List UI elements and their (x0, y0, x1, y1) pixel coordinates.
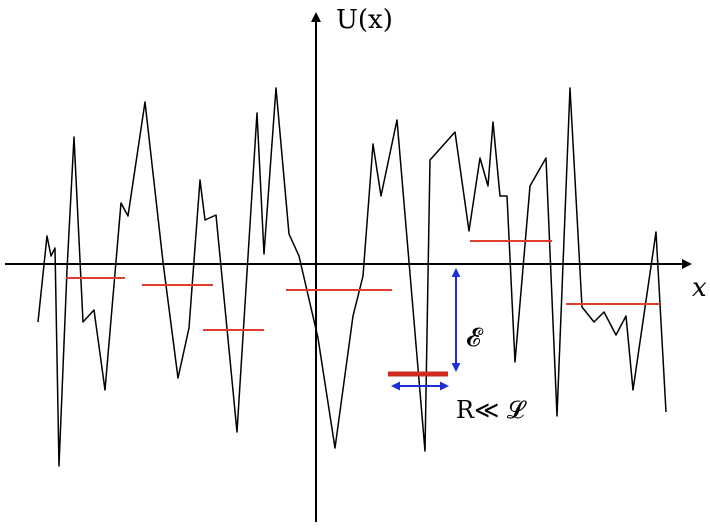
potential-curve (37, 87, 667, 467)
size-relation-label: R≪ 𝓛 (456, 396, 527, 424)
energy-label: 𝓔 (466, 323, 484, 353)
y-axis-label: U(x) (336, 5, 393, 35)
x-axis-label: x (692, 273, 707, 303)
